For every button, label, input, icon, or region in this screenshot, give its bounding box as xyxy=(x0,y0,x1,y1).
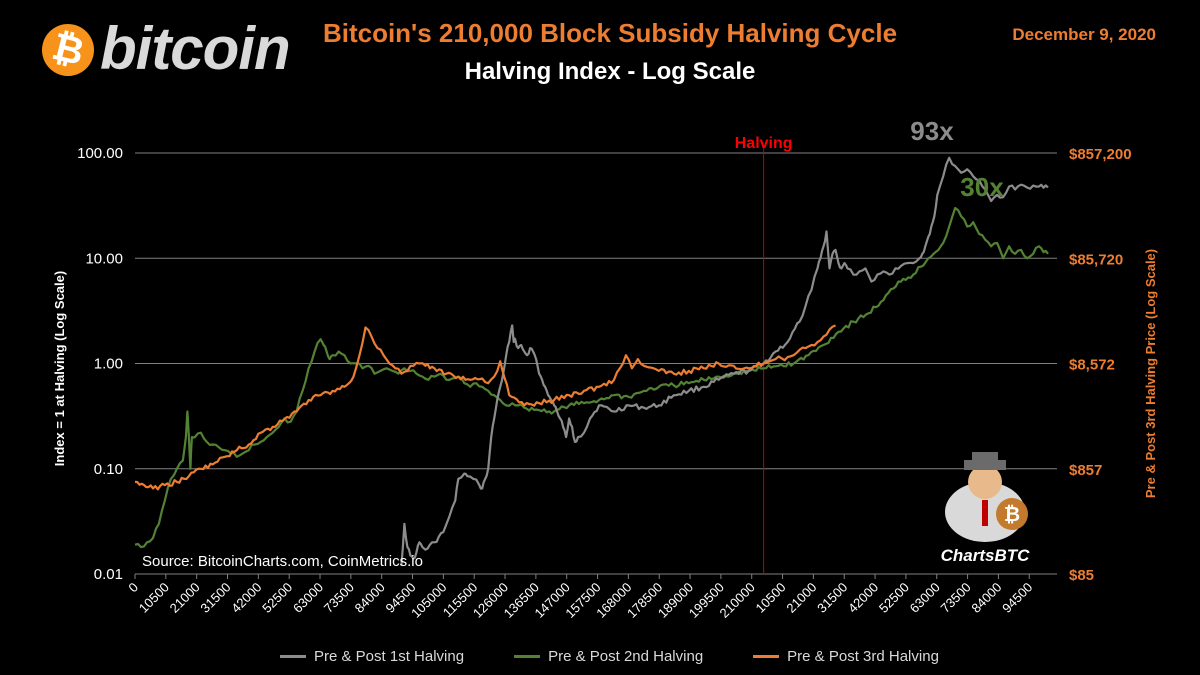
x-tick-label: 21000 xyxy=(783,580,819,616)
y2-tick-label: $85 xyxy=(1069,567,1094,584)
x-tick-label: 84000 xyxy=(968,580,1004,616)
y2-tick-label: $857 xyxy=(1069,462,1102,479)
y2-tick-label: $8,572 xyxy=(1069,357,1115,374)
chart-title: Bitcoin's 210,000 Block Subsidy Halving … xyxy=(322,18,898,48)
x-tick-label: 105000 xyxy=(408,580,449,621)
x-tick-label: 210000 xyxy=(717,580,758,621)
chart-date: December 9, 2020 xyxy=(1012,25,1156,44)
y-axis-title: Index = 1 at Halving (Log Scale) xyxy=(52,271,67,466)
x-tick-label: 63000 xyxy=(290,580,326,616)
y-tick-label: 100.00 xyxy=(77,145,123,162)
x-tick-label: 10500 xyxy=(753,580,789,616)
x-tick-label: 31500 xyxy=(814,580,850,616)
mascot-icon: ₿ xyxy=(945,452,1028,542)
y-tick-label: 0.01 xyxy=(94,566,123,583)
x-tick-label: 52500 xyxy=(876,580,912,616)
x-tick-label: 63000 xyxy=(907,580,943,616)
x-tick-label: 31500 xyxy=(197,580,233,616)
legend-label-1st: Pre & Post 1st Halving xyxy=(314,648,465,665)
x-tick-label: 0 xyxy=(125,580,141,596)
y-tick-label: 0.10 xyxy=(94,461,123,478)
legend-label-2nd: Pre & Post 2nd Halving xyxy=(548,648,704,665)
x-tick-label: 21000 xyxy=(167,580,203,616)
chart-legend: Pre & Post 1st Halving Pre & Post 2nd Ha… xyxy=(280,648,939,665)
series-line-1 xyxy=(400,156,1049,566)
legend-swatch-2nd xyxy=(514,655,541,658)
bitcoin-logo: ₿ bitcoin xyxy=(36,15,292,82)
y-tick-label: 1.00 xyxy=(94,356,123,373)
chartsbtc-branding: ₿ ChartsBTC xyxy=(930,452,1040,572)
series-line-3 xyxy=(134,324,836,491)
x-tick-label: 52500 xyxy=(259,580,295,616)
source-text: Source: BitcoinCharts.com, CoinMetrics.i… xyxy=(142,553,423,570)
bitcoin-wordmark: bitcoin xyxy=(100,15,291,82)
x-tick-label: 73500 xyxy=(938,580,974,616)
halving-annotation: Halving xyxy=(735,135,793,152)
brand-label: ChartsBTC xyxy=(940,546,1030,565)
legend-label-3rd: Pre & Post 3rd Halving xyxy=(787,648,939,665)
legend-item-3rd: Pre & Post 3rd Halving xyxy=(753,648,939,665)
x-tick-label: 42000 xyxy=(845,580,881,616)
series-line-2 xyxy=(134,206,1049,549)
legend-item-1st: Pre & Post 1st Halving xyxy=(280,648,464,665)
x-tick-label: 73500 xyxy=(321,580,357,616)
x-tick-label: 10500 xyxy=(136,580,172,616)
peak-93x-annotation: 93x xyxy=(910,116,954,146)
y2-axis-title: Pre & Post 3rd Halving Price (Log Scale) xyxy=(1143,249,1158,498)
y-tick-label: 10.00 xyxy=(85,250,123,267)
legend-swatch-3rd xyxy=(753,655,780,658)
x-tick-label: 42000 xyxy=(228,580,264,616)
legend-item-2nd: Pre & Post 2nd Halving xyxy=(514,648,703,665)
y2-tick-label: $857,200 xyxy=(1069,146,1132,163)
svg-text:₿: ₿ xyxy=(1004,504,1020,526)
y2-tick-label: $85,720 xyxy=(1069,251,1123,268)
peak-30x-annotation: 30x xyxy=(960,172,1004,202)
legend-swatch-1st xyxy=(280,655,306,658)
x-tick-label: 94500 xyxy=(999,580,1035,616)
chart-subtitle: Halving Index - Log Scale xyxy=(464,58,756,85)
x-tick-label: 84000 xyxy=(352,580,388,616)
